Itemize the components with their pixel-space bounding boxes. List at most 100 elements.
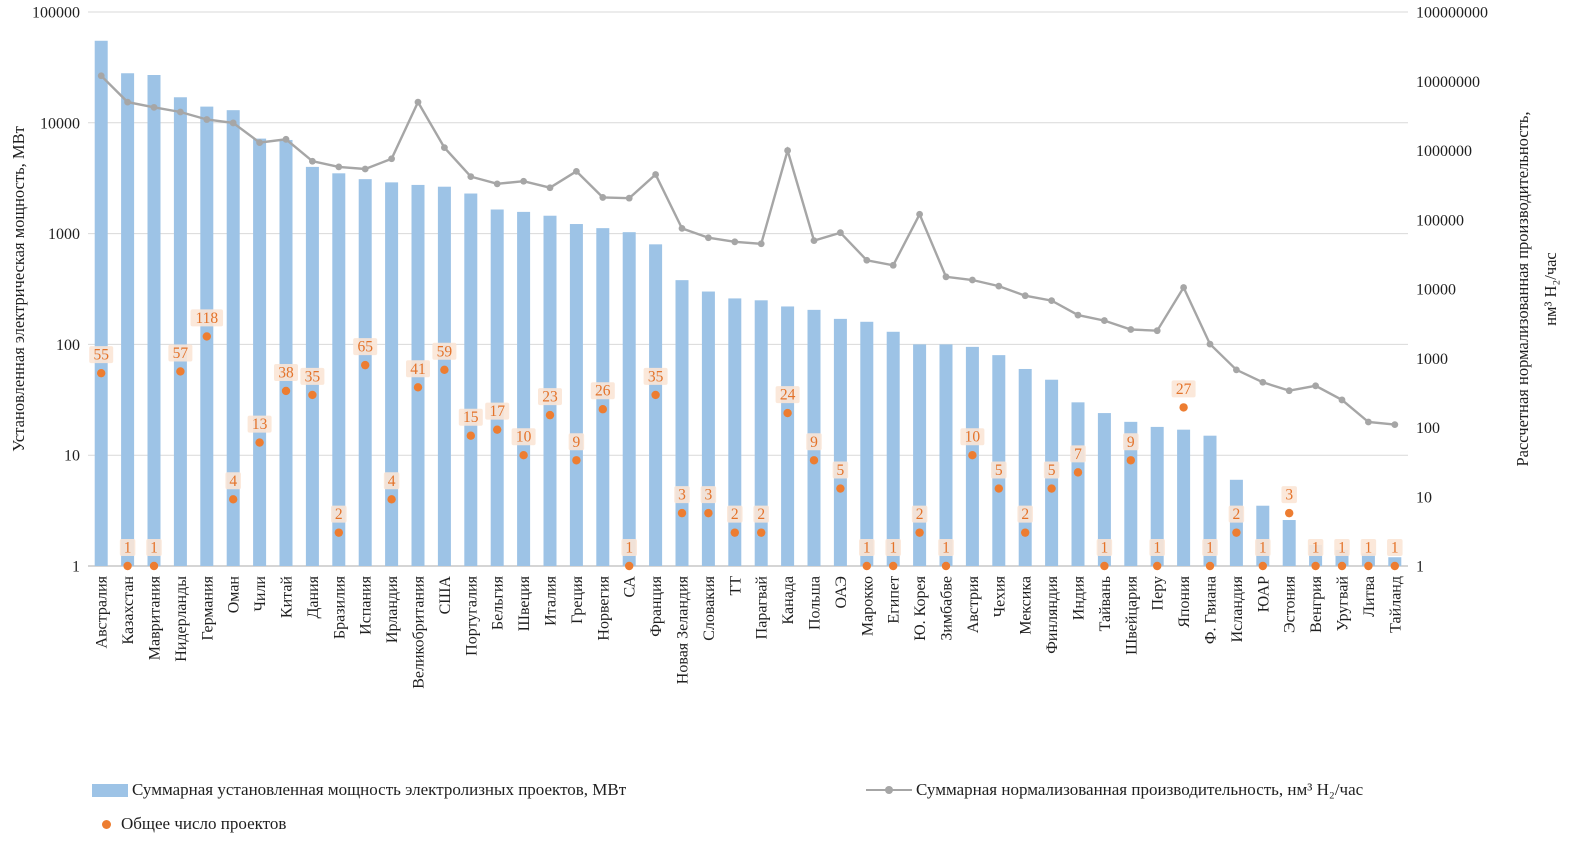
production-point bbox=[810, 237, 818, 244]
project-count-label: 1 bbox=[124, 540, 132, 557]
project-count-label-bg bbox=[1281, 486, 1297, 504]
project-count-label: 1 bbox=[1338, 540, 1346, 557]
production-point bbox=[1365, 418, 1372, 426]
left-axis-tick: 1000 bbox=[48, 226, 80, 243]
left-axis-tick: 1 bbox=[72, 559, 80, 576]
right-axis-title-line2: нм³ Н₂/час bbox=[1541, 252, 1560, 326]
project-count-label: 2 bbox=[335, 506, 343, 523]
production-point bbox=[493, 180, 501, 188]
project-count-label-bg bbox=[331, 505, 347, 523]
capacity-bar bbox=[253, 138, 267, 567]
project-count-label: 55 bbox=[93, 347, 109, 364]
project-count-label: 5 bbox=[1048, 462, 1056, 479]
left-axis-tick: 10 bbox=[64, 448, 80, 465]
project-count-dot bbox=[730, 528, 739, 537]
x-axis-label: Швеция bbox=[516, 575, 533, 631]
project-count-label: 2 bbox=[757, 506, 765, 523]
project-count-label: 57 bbox=[173, 345, 189, 362]
x-axis-label: Казахстан bbox=[120, 576, 137, 645]
capacity-bar bbox=[1282, 520, 1296, 566]
project-count-label: 1 bbox=[150, 540, 158, 557]
project-count-label: 15 bbox=[463, 409, 479, 426]
x-axis-label: Марокко bbox=[859, 576, 876, 636]
x-axis-label: Чили bbox=[252, 576, 269, 612]
project-count-label-bg bbox=[168, 344, 193, 362]
project-count-label-bg bbox=[190, 309, 224, 327]
project-count-label-bg bbox=[432, 342, 457, 360]
project-count-label: 1 bbox=[889, 540, 897, 557]
x-axis-label: Литва bbox=[1361, 576, 1378, 617]
capacity-bar bbox=[649, 244, 663, 566]
x-axis-label: Тайвань bbox=[1097, 576, 1114, 631]
project-count-dot bbox=[413, 383, 423, 392]
x-axis-label: Чехия bbox=[991, 575, 1008, 617]
project-count-label-bg bbox=[806, 433, 822, 451]
right-axis-tick: 10 bbox=[1416, 489, 1432, 506]
project-count-label-bg bbox=[247, 415, 272, 433]
project-count-label: 1 bbox=[1153, 540, 1161, 557]
production-point bbox=[1153, 327, 1161, 335]
project-count-label: 1 bbox=[1206, 540, 1214, 557]
project-count-dot bbox=[1047, 484, 1056, 493]
capacity-bar bbox=[1097, 413, 1111, 566]
right-axis-tick: 100000000 bbox=[1416, 5, 1488, 22]
project-count-label-bg bbox=[700, 486, 717, 504]
project-count-label: 26 bbox=[595, 383, 611, 400]
production-point bbox=[361, 165, 369, 173]
x-axis-label: Ф. Гвиана bbox=[1203, 576, 1220, 644]
project-count-label-bg bbox=[511, 428, 536, 446]
left-axis-tick: 100 bbox=[56, 337, 80, 354]
project-count-label-bg bbox=[1307, 539, 1324, 556]
project-count-dot bbox=[704, 508, 713, 518]
project-count-dot bbox=[519, 451, 528, 460]
x-axis-label: Китай bbox=[279, 576, 296, 619]
project-count-label: 1 bbox=[1259, 540, 1267, 557]
project-count-label-bg bbox=[621, 539, 637, 556]
capacity-bar bbox=[886, 331, 900, 566]
capacity-bar bbox=[464, 193, 478, 566]
capacity-bar bbox=[1388, 557, 1402, 566]
capacity-bar bbox=[1071, 402, 1085, 566]
x-axis-label: Япония bbox=[1176, 575, 1193, 627]
project-count-label-bg bbox=[590, 382, 615, 400]
x-axis-label: Швейцария bbox=[1123, 575, 1140, 654]
production-point bbox=[678, 225, 686, 232]
project-count-label: 5 bbox=[837, 462, 845, 479]
production-point bbox=[309, 157, 316, 165]
capacity-bar bbox=[860, 321, 874, 566]
project-count-label: 9 bbox=[810, 434, 818, 451]
legend-project-count-label: Общее число проектов bbox=[121, 814, 287, 833]
capacity-bar bbox=[437, 186, 451, 567]
production-point bbox=[229, 119, 237, 127]
project-count-label-bg bbox=[146, 539, 162, 556]
x-axis-label: ЮАР bbox=[1255, 576, 1272, 612]
project-count-label-bg bbox=[911, 505, 928, 523]
project-count-dot bbox=[308, 390, 317, 400]
project-count-label: 3 bbox=[705, 487, 713, 504]
production-point bbox=[995, 282, 1003, 290]
x-axis-label: Индия bbox=[1071, 575, 1088, 620]
capacity-bar bbox=[332, 173, 346, 566]
production-point bbox=[1048, 297, 1055, 304]
capacity-bar bbox=[675, 280, 689, 566]
project-count-label: 24 bbox=[780, 387, 796, 404]
project-count-label-bg bbox=[1387, 539, 1403, 556]
project-count-label: 35 bbox=[305, 368, 321, 385]
project-count-label: 35 bbox=[648, 368, 664, 385]
capacity-bar bbox=[939, 344, 953, 566]
production-point bbox=[520, 177, 527, 185]
capacity-bar bbox=[490, 209, 504, 566]
x-axis-label: Австрия bbox=[965, 575, 982, 633]
project-count-dot bbox=[440, 365, 449, 374]
project-count-label: 5 bbox=[995, 462, 1003, 479]
project-count-dot bbox=[1311, 561, 1320, 571]
project-count-label-bg bbox=[1360, 539, 1377, 556]
project-count-label-bg bbox=[1255, 539, 1271, 556]
production-point bbox=[282, 135, 290, 143]
project-count-label-bg bbox=[727, 505, 743, 523]
capacity-bar bbox=[728, 298, 742, 566]
capacity-bar bbox=[226, 110, 240, 566]
x-axis-label: Оман bbox=[226, 576, 243, 614]
capacity-bar bbox=[147, 75, 161, 567]
chart-plot-area: 1 10 100 1000 10000 100000 1 10 100 1000 10000 1000… bbox=[32, 5, 1488, 689]
